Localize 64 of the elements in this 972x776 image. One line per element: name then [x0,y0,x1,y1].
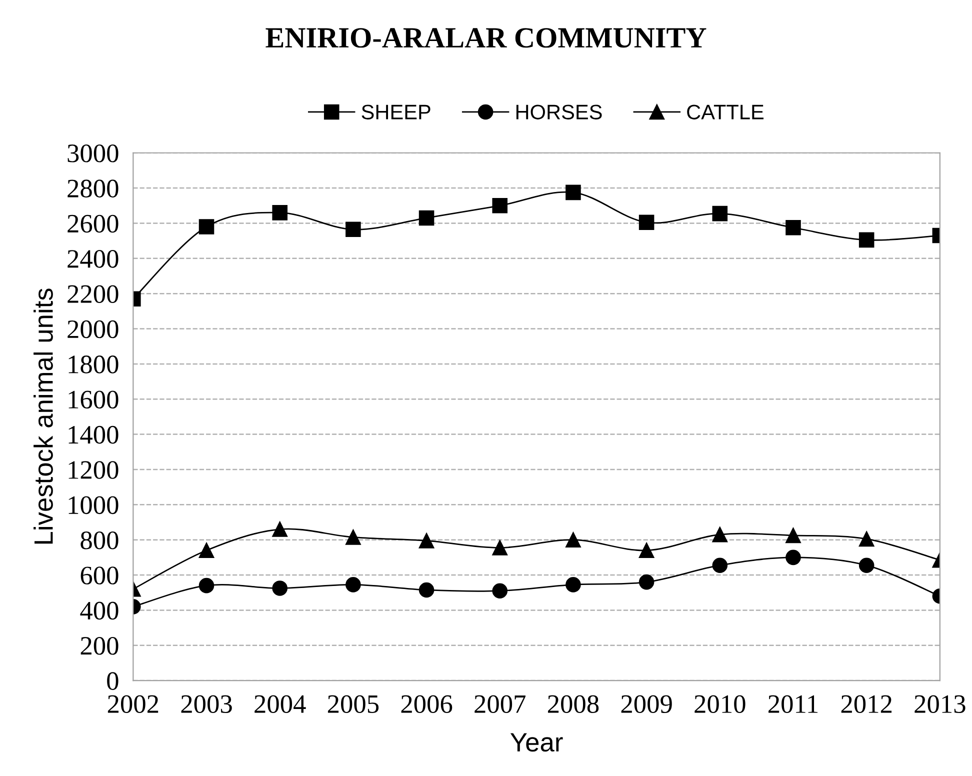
y-tick-label: 2800 [68,180,118,198]
x-axis-title: Year [510,733,563,752]
point [638,542,654,558]
point [786,550,801,566]
point [858,558,874,573]
point [198,542,214,558]
legend-label: HORSES [516,104,602,120]
point [638,214,654,230]
y-tick-label: 200 [80,636,118,655]
point [858,232,874,248]
y-tick-label: 1800 [68,356,118,374]
point [198,219,214,234]
x-tick-label: 2013 [914,695,966,714]
x-tick-label: 2004 [254,695,306,714]
point [712,558,728,573]
point [418,210,434,226]
y-tick-label: 800 [80,531,118,550]
y-tick-label: 3000 [68,144,118,162]
x-tick-label: 2002 [108,695,158,714]
chart-title: ENIRIO-ARALAR COMMUNITY [266,28,706,48]
point [272,205,288,220]
point [712,206,728,222]
x-tick-label: 2006 [401,695,452,714]
point [566,184,581,200]
point [198,578,214,594]
y-tick-label: 2000 [68,320,118,338]
y-axis-title: Livestock animal units [34,288,53,544]
x-tick-label: 2010 [694,695,746,714]
y-tick-label: 1400 [68,426,118,444]
y-tick-label: 400 [80,602,118,620]
legend-label: CATTLE [687,104,764,120]
point [272,580,288,596]
point [566,532,581,548]
point [346,222,361,238]
x-tick-label: 2009 [621,695,672,714]
point [418,533,434,548]
point [492,540,508,556]
y-tick-label: 2400 [68,250,118,268]
point [858,531,874,547]
point [418,582,434,598]
point [272,522,288,537]
x-tick-label: 2012 [841,695,892,714]
legend-label: SHEEP [362,104,430,120]
point [638,574,654,590]
y-tick-label: 1000 [68,496,118,514]
x-tick-label: 2008 [548,695,599,714]
y-tick-label: 2600 [68,214,118,233]
y-tick-label: 0 [107,672,118,690]
point [786,528,801,544]
x-tick-label: 2005 [328,695,379,714]
point [566,577,581,592]
point [492,583,508,598]
point [346,577,361,592]
point [712,526,728,542]
point [786,220,801,236]
x-tick-label: 2003 [181,695,232,714]
y-tick-label: 1600 [68,390,118,409]
point [346,530,361,545]
x-tick-label: 2007 [474,695,526,714]
x-tick-label: 2011 [768,695,818,714]
y-tick-label: 600 [80,566,118,584]
y-tick-label: 1200 [68,461,118,479]
y-tick-label: 2200 [68,285,118,303]
point [492,198,508,214]
